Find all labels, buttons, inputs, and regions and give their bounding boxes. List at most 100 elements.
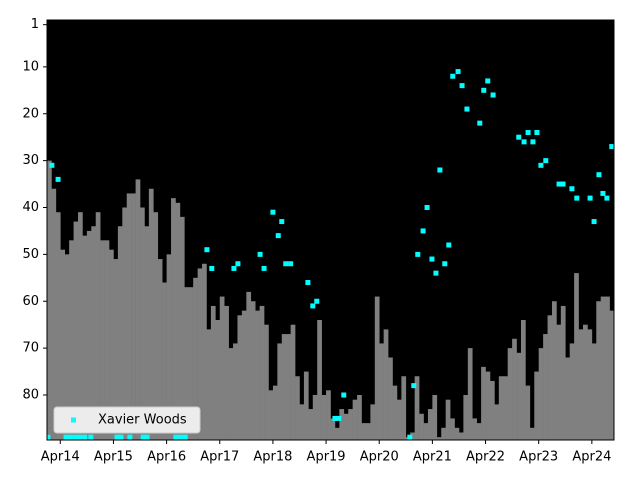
point (543, 158, 549, 164)
bar (578, 329, 584, 440)
bar (365, 423, 371, 440)
point (82, 434, 88, 440)
bar (374, 296, 380, 440)
bar (419, 413, 424, 440)
bar (551, 301, 557, 440)
point (279, 219, 285, 225)
point (464, 106, 470, 112)
point (204, 247, 210, 253)
bar (308, 409, 314, 440)
x-tick-label: Apr18 (253, 450, 292, 465)
bar (538, 348, 544, 440)
x-tick-label: Apr20 (360, 450, 399, 465)
bar (582, 324, 588, 440)
bar (255, 310, 260, 440)
bar (529, 427, 535, 440)
bar (250, 301, 256, 440)
bar (166, 254, 172, 440)
bar (157, 259, 163, 440)
bar (148, 188, 154, 440)
point (77, 434, 83, 440)
bar (144, 226, 150, 440)
bar (432, 395, 438, 440)
bar (569, 343, 575, 440)
bar (379, 343, 384, 440)
bar (396, 399, 402, 440)
x-tick-label: Apr15 (94, 450, 133, 465)
point (73, 434, 79, 440)
point (516, 134, 522, 140)
point (275, 233, 281, 239)
point (314, 298, 320, 304)
point (596, 172, 602, 178)
bar (481, 366, 486, 440)
bar (370, 404, 376, 440)
point (257, 251, 263, 257)
point (446, 242, 452, 248)
point (442, 261, 448, 267)
point (407, 434, 413, 440)
point (68, 434, 74, 440)
point (600, 190, 606, 196)
bar (215, 320, 221, 440)
y-tick-label: 30 (22, 153, 39, 168)
bar (556, 324, 562, 440)
bar (388, 357, 393, 440)
bar (339, 409, 345, 440)
bar (591, 343, 597, 440)
point (209, 265, 215, 271)
point (415, 251, 421, 257)
y-tick-label: 80 (22, 388, 39, 403)
y-tick-label: 40 (22, 200, 39, 215)
point (310, 303, 316, 309)
bar (525, 385, 531, 440)
point (591, 219, 597, 225)
bar (272, 385, 278, 440)
bar (295, 376, 300, 440)
bar (463, 395, 469, 440)
point (55, 176, 61, 182)
y-tick-label: 50 (22, 247, 39, 262)
x-tick-label: Apr14 (41, 450, 80, 465)
bar (343, 413, 349, 440)
point (485, 78, 491, 84)
bar (427, 409, 433, 440)
bar (259, 305, 265, 440)
point (534, 130, 540, 135)
bar (290, 324, 296, 440)
bar (95, 212, 101, 440)
point (63, 434, 69, 440)
bar (547, 315, 553, 440)
y-tick-label: 70 (22, 341, 39, 356)
point (144, 434, 150, 440)
point (521, 139, 527, 145)
point (587, 195, 593, 201)
bar (520, 320, 526, 440)
plot-area (47, 69, 614, 440)
x-tick-label: Apr23 (519, 450, 558, 465)
bar (392, 385, 398, 440)
x-tick-label: Apr16 (147, 450, 186, 465)
bar (100, 240, 105, 440)
bar (445, 399, 451, 440)
bar (188, 287, 194, 440)
bar (113, 259, 119, 440)
point (433, 270, 439, 276)
point (261, 265, 267, 271)
bar (312, 395, 318, 440)
bar (414, 376, 420, 440)
bar (264, 324, 269, 440)
bar (69, 240, 74, 440)
bar (193, 277, 198, 440)
y-tick-label: 60 (22, 294, 39, 309)
point (477, 120, 483, 126)
point (424, 205, 430, 210)
point (450, 73, 456, 79)
point (127, 434, 133, 440)
bar (543, 334, 548, 440)
bar (560, 305, 566, 440)
bar (605, 296, 610, 440)
x-tick-label: Apr21 (413, 450, 452, 465)
legend-marker (71, 417, 76, 423)
